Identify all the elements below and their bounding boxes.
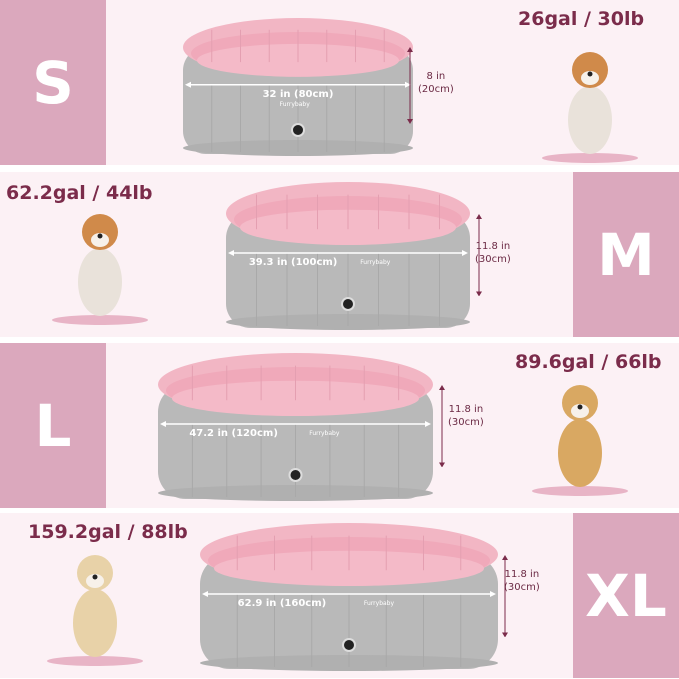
size-row-s: S 26gal / 30lb 32 in (80cm) Furrybaby 8 … <box>0 0 679 165</box>
height-arrow <box>476 213 482 296</box>
size-badge: L <box>0 343 106 508</box>
brand-logo: Furrybaby <box>309 430 340 437</box>
drain-valve-icon <box>293 125 303 135</box>
height-label: 11.8 in (30cm) <box>475 241 511 265</box>
brand-logo: Furrybaby <box>360 259 391 266</box>
height-arrow <box>439 384 445 467</box>
dog-photo-golden-retriever <box>532 385 628 496</box>
pool-image <box>226 182 470 330</box>
size-row-m: M 62.2gal / 44lb 39.3 in (100cm) Furryba… <box>0 172 679 337</box>
brand-logo: Furrybaby <box>279 100 310 108</box>
capacity-weight-label: 159.2gal / 88lb <box>28 521 188 543</box>
size-row-xl: XL 159.2gal / 88lb 62.9 in (160cm) Furry… <box>0 513 679 678</box>
height-label: 8 in (20cm) <box>418 71 454 95</box>
width-label: 32 in (80cm) <box>262 88 334 100</box>
capacity-weight-label: 62.2gal / 44lb <box>6 182 153 204</box>
size-badge: S <box>0 0 106 165</box>
dog-photo-shiba-inu <box>52 214 148 325</box>
height-label: 11.8 in (30cm) <box>504 569 540 593</box>
dog-photo-corgi <box>542 52 638 163</box>
brand-logo: Furrybaby <box>363 600 395 607</box>
capacity-weight-label: 89.6gal / 66lb <box>515 351 662 373</box>
width-label: 39.3 in (100cm) <box>248 257 338 268</box>
pool-image <box>200 523 498 671</box>
drain-valve-icon <box>344 640 354 650</box>
drain-valve-icon <box>343 299 353 309</box>
drain-valve-icon <box>290 470 301 480</box>
width-label: 62.9 in (160cm) <box>237 598 327 609</box>
dog-photo-labrador <box>47 555 143 666</box>
height-label: 11.8 in (30cm) <box>448 404 484 428</box>
size-badge: XL <box>573 513 679 678</box>
height-arrow <box>407 47 413 125</box>
width-label: 47.2 in (120cm) <box>189 428 278 439</box>
capacity-weight-label: 26gal / 30lb <box>518 8 645 30</box>
height-arrow <box>502 554 508 637</box>
pool-image <box>183 18 413 156</box>
pool-image <box>158 353 433 501</box>
size-row-l: L 89.6gal / 66lb 47.2 in (120cm) Furryba… <box>0 343 679 508</box>
size-badge: M <box>573 172 679 337</box>
